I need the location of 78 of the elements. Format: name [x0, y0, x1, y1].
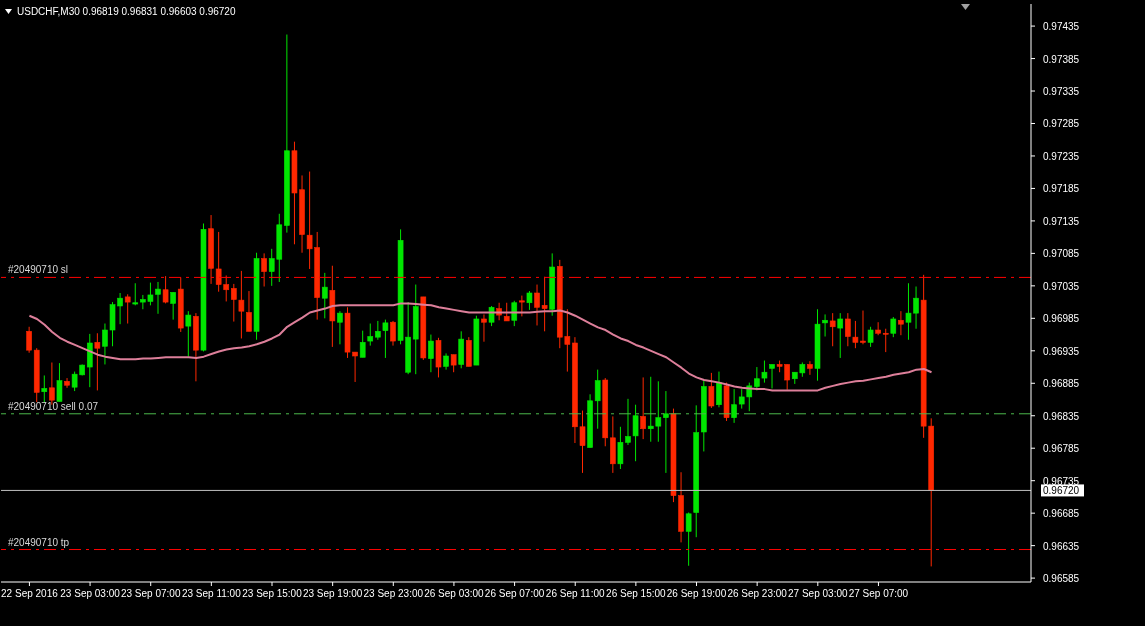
y-tick-label: 0.97335: [1043, 86, 1080, 98]
y-tick-label: 0.96835: [1043, 410, 1080, 422]
x-tick-label: 23 Sep 11:00: [181, 588, 242, 599]
y-tick-label: 0.96685: [1043, 508, 1080, 520]
x-tick-label: 23 Sep 15:00: [242, 588, 303, 599]
candlestick: [162, 275, 169, 304]
candlestick: [321, 272, 328, 319]
candlestick: [898, 310, 904, 336]
ref-line-label: 0.96720: [1043, 485, 1080, 497]
ref-line-label: #20490710 sl: [8, 264, 69, 276]
x-tick-label: 26 Sep 11:00: [545, 588, 606, 599]
candlestick: [337, 310, 343, 345]
candlestick: [526, 290, 533, 311]
candlestick: [261, 252, 267, 288]
y-tick-label: 0.96885: [1043, 378, 1080, 390]
x-tick-label: 27 Sep 03:00: [788, 588, 848, 599]
x-tick-label: 26 Sep 19:00: [666, 588, 727, 599]
candlestick: [594, 369, 601, 430]
candlestick: [503, 302, 510, 322]
x-tick-label: 23 Sep 07:00: [120, 588, 181, 599]
candlestick: [64, 377, 70, 389]
candlestick: [41, 374, 48, 404]
x-tick-label: 23 Sep 23:00: [363, 588, 424, 599]
candlestick: [845, 312, 851, 347]
candlestick: [124, 293, 131, 325]
chart-title: USDCHF,M30 0.96819 0.96831 0.96603 0.96720: [17, 6, 236, 18]
y-tick-label: 0.97235: [1043, 150, 1080, 162]
candlestick: [769, 363, 775, 389]
candlestick: [867, 326, 874, 348]
candlestick: [882, 328, 889, 353]
candlestick: [390, 320, 396, 347]
candlestick: [640, 376, 646, 440]
x-tick-label: 27 Sep 07:00: [848, 588, 909, 599]
candlestick: [246, 290, 252, 332]
x-tick-label: 22 Sep 2016: [1, 588, 59, 599]
candlestick: [716, 371, 722, 408]
x-tick-label: 26 Sep 07:00: [484, 588, 545, 599]
x-tick-label: 26 Sep 15:00: [606, 588, 667, 599]
candlestick: [890, 316, 897, 338]
y-tick-label: 0.97085: [1043, 248, 1080, 260]
candlestick: [519, 295, 525, 317]
y-tick-label: 0.97435: [1043, 21, 1080, 33]
candlestick: [428, 334, 434, 373]
candlestick: [837, 312, 844, 359]
ref-line-label: #20490710 sell 0.07: [8, 400, 99, 412]
candlestick: [481, 313, 487, 343]
candlestick: [731, 388, 737, 424]
candlestick: [170, 291, 176, 321]
x-tick-label: 23 Sep 03:00: [60, 588, 121, 599]
x-tick-label: 26 Sep 23:00: [727, 588, 788, 599]
y-tick-label: 0.96985: [1043, 313, 1080, 325]
ref-line-label: #20490710 tp: [8, 536, 70, 548]
x-tick-label: 23 Sep 19:00: [302, 588, 363, 599]
y-tick-label: 0.97035: [1043, 280, 1080, 292]
candlestick: [375, 320, 381, 341]
candlestick: [708, 372, 715, 409]
candlestick: [829, 312, 836, 347]
candlestick: [382, 319, 389, 359]
y-tick-label: 0.96785: [1043, 443, 1080, 455]
candlestick: [185, 310, 192, 358]
candlestick: [26, 326, 32, 354]
candlestick: [359, 330, 366, 358]
candlestick: [822, 313, 828, 338]
y-tick-label: 0.97135: [1043, 215, 1080, 227]
candlestick: [807, 360, 813, 376]
candlestick: [94, 332, 101, 391]
y-tick-label: 0.97285: [1043, 118, 1080, 130]
candlestick: [367, 323, 374, 347]
candlestick: [685, 512, 692, 567]
y-tick-label: 0.97185: [1043, 183, 1080, 195]
y-tick-label: 0.96935: [1043, 345, 1080, 357]
y-tick-label: 0.97385: [1043, 53, 1080, 65]
y-tick-label: 0.96635: [1043, 540, 1080, 552]
candlestick: [663, 390, 669, 474]
x-tick-label: 26 Sep 03:00: [424, 588, 485, 599]
y-tick-label: 0.96585: [1043, 573, 1080, 585]
y-tick-label: 0.96735: [1043, 475, 1080, 487]
candlestick: [56, 362, 63, 402]
